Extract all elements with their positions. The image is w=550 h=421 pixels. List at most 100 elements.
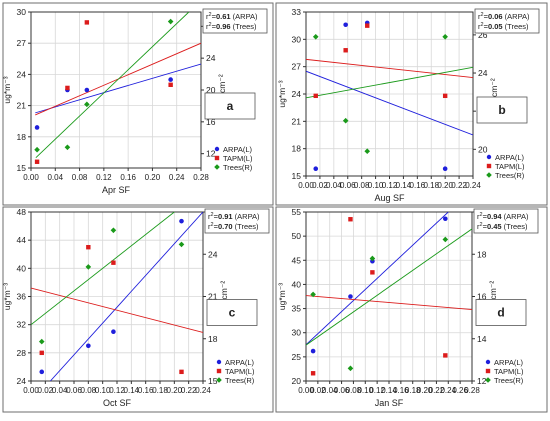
panel-letter-box xyxy=(476,96,528,124)
x-tick-label: 0.24 xyxy=(195,386,211,395)
point-treesr xyxy=(110,227,117,234)
x-tick-label: 0.02 xyxy=(38,386,54,395)
y-left-tick-label: 21 xyxy=(292,116,302,126)
legend-marker xyxy=(216,368,222,374)
r2-series-label: (Trees) xyxy=(503,22,529,31)
point-treesr xyxy=(442,236,449,243)
legend-marker xyxy=(486,163,492,169)
y-left-tick-label: 48 xyxy=(17,207,27,217)
legend-marker xyxy=(216,359,222,365)
point-tapml xyxy=(310,371,316,376)
point-treesr xyxy=(167,18,174,25)
x-tick-label: 0.24 xyxy=(169,173,185,182)
regression-line-tapml xyxy=(306,295,472,310)
y-left-tick-label: 30 xyxy=(292,34,302,44)
r2-box xyxy=(474,8,540,34)
point-treesr xyxy=(38,338,45,345)
x-tick-label: 0.14 xyxy=(396,181,412,190)
x-tick-label: 0.28 xyxy=(193,173,209,182)
x-tick-label: 0.00 xyxy=(298,181,314,190)
panel-letter-box xyxy=(206,299,258,326)
r2-value: 0.70 xyxy=(218,222,233,231)
x-tick-label: 0.22 xyxy=(181,386,197,395)
panel-letter: b xyxy=(498,103,505,117)
x-tick-label: 0.10 xyxy=(368,181,384,190)
panel-c: 0.000.020.040.060.080.100.120.140.160.18… xyxy=(2,206,274,413)
panel-letter-box xyxy=(475,299,527,326)
y-left-tick-label: 25 xyxy=(292,352,302,362)
panel-letter: d xyxy=(497,306,504,320)
r2-superscript: 2 xyxy=(480,212,483,218)
y-left-ticks: 15 18 21 24 27 30 33 xyxy=(292,7,306,181)
legend-label: Trees(R) xyxy=(494,376,524,385)
r2-equals: = xyxy=(214,212,219,221)
point-treesr xyxy=(85,264,92,270)
legend: ARPA(L)TAPM(L)Trees(R) xyxy=(214,145,253,172)
x-tick-label: 0.14 xyxy=(124,386,140,395)
point-arpal xyxy=(442,166,448,172)
r2-symbol: r xyxy=(208,222,211,231)
r2-symbol: r xyxy=(206,22,209,31)
x-tick-label: 0.08 xyxy=(354,181,370,190)
legend-label: ARPA(L) xyxy=(225,358,255,367)
x-tick-label: 0.04 xyxy=(47,173,63,182)
y-left-tick-label: 15 xyxy=(17,163,27,173)
y-left-tick-label: 18 xyxy=(17,132,27,142)
x-ticks: 0.00 0.04 0.08 0.12 0.16 0.20 0.24 0.28 xyxy=(23,168,209,182)
y-left-axis-label: ug*m⁻³ xyxy=(277,283,287,310)
y-right-tick-label: 24 xyxy=(208,249,218,259)
regression-line-tapml xyxy=(31,287,203,333)
x-ticks: 0.000.020.040.060.080.100.120.140.160.18… xyxy=(298,176,481,190)
r2-value: 0.96 xyxy=(216,22,231,31)
x-tick-label: 0.12 xyxy=(369,386,385,395)
r2-line: r2=0.91 (ARPA) xyxy=(208,212,260,221)
y-right-tick-label: 24 xyxy=(478,68,488,78)
y-left-tick-label: 44 xyxy=(17,235,27,245)
r2-superscript: 2 xyxy=(209,22,212,28)
r2-equals: = xyxy=(212,22,217,31)
r2-value: 0.06 xyxy=(488,12,503,21)
x-tick-label: 0.22 xyxy=(429,386,445,395)
r2-superscript: 2 xyxy=(480,222,483,228)
r2-box xyxy=(473,208,539,234)
r2-annotation: r2=0.94 (ARPA)r2=0.45 (Trees) xyxy=(473,208,539,234)
panel-b: 0.000.020.040.060.080.100.120.140.160.18… xyxy=(275,2,548,206)
point-arpal xyxy=(348,294,353,299)
x-axis-label: Aug SF xyxy=(374,193,405,203)
y-right-axis-label: ug*cm⁻² xyxy=(217,74,227,106)
x-tick-label: 0.14 xyxy=(381,386,397,395)
point-tapml xyxy=(84,20,90,25)
point-arpal xyxy=(179,218,184,224)
x-tick-label: 0.18 xyxy=(423,181,439,190)
r2-series-label: (Trees) xyxy=(233,222,259,231)
legend-marker xyxy=(485,377,491,383)
r2-line: r2=0.94 (ARPA) xyxy=(477,212,529,221)
x-tick-label: 0.18 xyxy=(405,386,421,395)
x-tick-label: 0.12 xyxy=(109,386,125,395)
r2-series-label: (ARPA) xyxy=(503,12,530,21)
r2-annotation: r2=0.06 (ARPA)r2=0.05 (Trees) xyxy=(474,8,540,34)
r2-symbol: r xyxy=(477,212,480,221)
point-treesr xyxy=(347,365,354,372)
r2-value: 0.94 xyxy=(487,212,502,221)
r2-symbol: r xyxy=(478,12,481,21)
r2-value: 0.45 xyxy=(487,222,502,231)
y-left-tick-label: 55 xyxy=(292,207,302,217)
y-left-ticks: 24 28 32 36 40 44 48 xyxy=(17,207,31,386)
r2-superscript: 2 xyxy=(481,22,484,28)
regression-lines xyxy=(306,58,473,136)
y-left-tick-label: 28 xyxy=(17,348,27,358)
y-left-tick-label: 24 xyxy=(292,89,302,99)
r2-line: r2=0.05 (Trees) xyxy=(478,22,529,31)
r2-box xyxy=(202,8,268,34)
legend: ARPA(L)TAPM(L)Trees(R) xyxy=(486,153,525,180)
point-arpal xyxy=(310,348,316,354)
point-arpal xyxy=(39,369,45,375)
r2-line: r2=0.96 (Trees) xyxy=(206,22,257,31)
y-left-tick-label: 35 xyxy=(292,304,302,314)
y-right-axis-label: ug*cm⁻² xyxy=(219,281,229,313)
r2-equals: = xyxy=(483,222,488,231)
point-tapml xyxy=(168,82,173,87)
x-tick-label: 0.04 xyxy=(326,181,342,190)
